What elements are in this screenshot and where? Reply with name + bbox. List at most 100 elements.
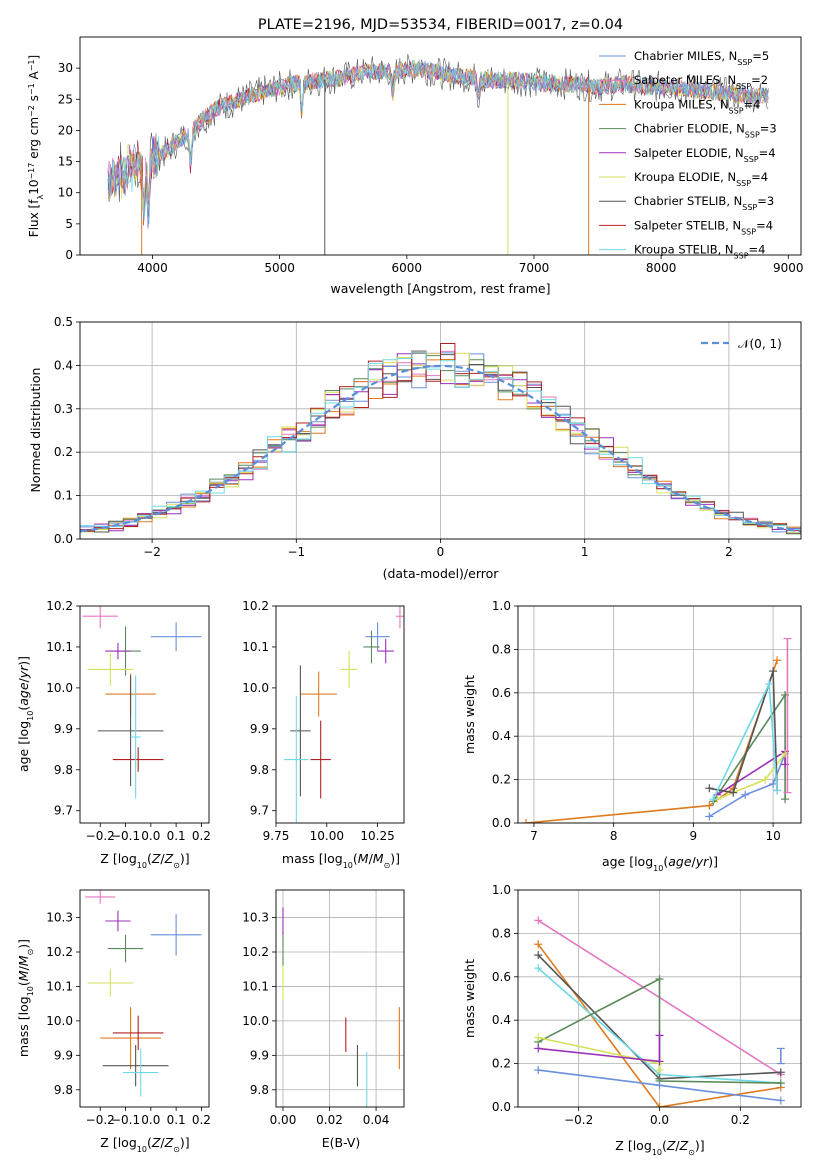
legend-label: Chabrier STELIB, NSSP=3 <box>634 194 774 212</box>
spectrum-series-line <box>107 60 769 229</box>
x-tick-label: 0.0 <box>141 829 160 843</box>
y-tick-label: 9.8 <box>250 1083 269 1097</box>
age-mass-points <box>284 606 404 823</box>
spectrum-lines <box>107 54 769 255</box>
spectrum-frame <box>79 36 802 256</box>
mass-ebv-grid <box>276 890 404 1107</box>
y-tick-label: 0.6 <box>492 686 511 700</box>
y-tick-label: 25 <box>58 92 73 106</box>
x-tick-label: 0.0 <box>650 1113 669 1127</box>
y-tick-label: 10.0 <box>46 1014 73 1028</box>
y-tick-label: 30 <box>58 61 73 75</box>
y-tick-label: 0.3 <box>54 402 73 416</box>
x-tick-label: 9 <box>690 829 698 843</box>
mass-z-xlabel: Z [log10(Z/Z⊙)] <box>100 1135 189 1154</box>
x-tick-label: −0.2 <box>86 1113 115 1127</box>
age-z-ticks: −0.2−0.1 0.0 0.1 0.2 9.7 9.8 9.9 10.0 10.1 10.2 <box>46 599 211 843</box>
x-tick-label: 10 <box>765 829 780 843</box>
y-tick-label: 9.9 <box>250 722 269 736</box>
mw-age-xlabel: age [log10(age/yr)] <box>602 854 718 873</box>
spectrum-legend: Chabrier MILES, NSSP=5 Salpeter MILES, NS… <box>599 49 777 260</box>
x-tick-label: 8 <box>610 829 618 843</box>
mass-weight-line <box>709 670 778 794</box>
residuals-xlabel: (data-model)/error <box>383 566 500 581</box>
y-tick-label: 15 <box>58 155 73 169</box>
x-tick-label: 0.2 <box>731 1113 750 1127</box>
age-z-points <box>82 606 202 799</box>
mass-weight-line <box>538 1036 661 1071</box>
y-tick-label: 0.0 <box>492 816 511 830</box>
y-tick-label: 10.1 <box>242 640 269 654</box>
x-tick-label: 9.75 <box>263 829 290 843</box>
legend-label: 𝒩(0, 1) <box>738 337 782 351</box>
mass-weight-line <box>712 681 778 800</box>
age-z-frame <box>79 605 210 824</box>
x-tick-label: 0.0 <box>141 1113 160 1127</box>
age-mass-ticks: 9.75 10.00 10.25 9.7 9.8 9.9 10.0 10.1 10.2 <box>242 599 394 843</box>
mw-age-ylabel: mass weight <box>462 675 477 754</box>
y-tick-label: 0.8 <box>492 926 511 940</box>
y-tick-label: 0.5 <box>54 315 73 329</box>
y-tick-label: 1.0 <box>492 883 511 897</box>
mass-z-ylabel: mass [log10(M/M⊙)] <box>16 939 35 1057</box>
y-tick-label: 9.8 <box>250 763 269 777</box>
y-tick-label: 9.7 <box>250 804 269 818</box>
x-tick-label: 5000 <box>264 261 295 275</box>
x-tick-label: 7 <box>530 829 538 843</box>
spectrum-title: PLATE=2196, MJD=53534, FIBERID=0017, z=0… <box>258 17 623 33</box>
mass-weight-line <box>537 943 781 1107</box>
x-tick-label: 0.1 <box>167 829 186 843</box>
spectrum-series-line <box>107 59 769 225</box>
x-tick-label: 2 <box>725 545 733 559</box>
mw-age-lines <box>521 637 792 823</box>
x-tick-label: −0.2 <box>564 1113 593 1127</box>
y-tick-label: 20 <box>58 123 73 137</box>
y-tick-label: 9.9 <box>54 1048 73 1062</box>
mw-z-ylabel: mass weight <box>462 959 477 1038</box>
y-tick-label: 5 <box>65 217 73 231</box>
residual-hists <box>80 343 801 539</box>
spectrum-ticks: 4000 5000 6000 7000 8000 9000 0 5 10 15 20 25 30 <box>58 61 804 275</box>
mw-z-xlabel: Z [log10(Z/Z⊙)] <box>615 1138 704 1157</box>
y-tick-label: 1.0 <box>492 599 511 613</box>
y-tick-label: 9.7 <box>54 804 73 818</box>
mw-age-ticks: 7 8 9 10 0.0 0.2 0.4 0.6 0.8 1.0 <box>492 599 781 843</box>
y-tick-label: 0.6 <box>492 970 511 984</box>
x-tick-label: 10.25 <box>360 829 394 843</box>
y-tick-label: 0 <box>65 248 73 262</box>
y-tick-label: 0.2 <box>492 773 511 787</box>
y-tick-label: 10.0 <box>242 681 269 695</box>
spectrum-series-line <box>107 58 769 228</box>
y-tick-label: 0.4 <box>492 1013 511 1027</box>
y-tick-label: 0.8 <box>492 642 511 656</box>
y-tick-label: 9.9 <box>54 722 73 736</box>
x-tick-label: 0.1 <box>167 1113 186 1127</box>
x-tick-label: −0.2 <box>86 829 115 843</box>
y-tick-label: 10 <box>58 186 73 200</box>
age-z-ylabel: age [log10(age/yr)] <box>16 656 35 772</box>
x-tick-label: 0.02 <box>316 1113 343 1127</box>
y-tick-label: 10.2 <box>242 599 269 613</box>
y-tick-label: 10.0 <box>46 681 73 695</box>
mass-ebv-frame <box>275 889 405 1108</box>
mass-ebv-points <box>282 907 400 1107</box>
normal-curve <box>80 364 801 533</box>
x-tick-label: 10.00 <box>310 829 344 843</box>
age-z-xlabel: Z [log10(Z/Z⊙)] <box>100 851 189 870</box>
mass-ebv-ticks: 0.00 0.02 0.04 9.8 9.9 10.0 10.1 10.2 10.3 <box>242 911 389 1127</box>
y-tick-label: 10.0 <box>242 1014 269 1028</box>
mass-weight-line <box>537 977 781 1084</box>
x-tick-label: 1 <box>581 545 589 559</box>
x-tick-label: −2 <box>143 545 161 559</box>
legend-label: Salpeter MILES, NSSP=2 <box>634 73 768 91</box>
spectrum-series-line <box>107 54 769 220</box>
legend-label: Kroupa MILES, NSSP=4 <box>634 97 760 115</box>
y-tick-label: 0.0 <box>492 1100 511 1114</box>
y-tick-label: 9.8 <box>54 763 73 777</box>
y-tick-label: 10.1 <box>46 979 73 993</box>
mass-z-points <box>85 890 202 1097</box>
x-tick-label: −0.1 <box>111 829 140 843</box>
legend-label: Chabrier ELODIE, NSSP=3 <box>634 122 777 140</box>
legend-label: Salpeter STELIB, NSSP=4 <box>634 218 773 236</box>
y-tick-label: 9.8 <box>54 1083 73 1097</box>
